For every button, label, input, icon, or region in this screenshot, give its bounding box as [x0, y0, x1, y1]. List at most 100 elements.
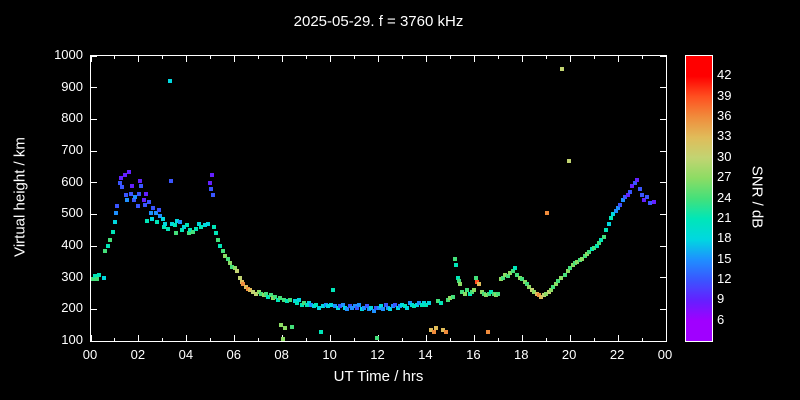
- x-tick-mark: [90, 335, 92, 341]
- data-point: [206, 221, 211, 226]
- data-point: [601, 234, 606, 239]
- y-tick-mark: [660, 245, 666, 247]
- x-tick-label: 12: [370, 347, 385, 362]
- data-point: [163, 221, 168, 226]
- x-tick-mark: [186, 335, 188, 341]
- data-point: [170, 221, 175, 226]
- data-point: [145, 218, 150, 223]
- data-point: [271, 296, 276, 301]
- y-tick-mark: [660, 87, 666, 89]
- data-point: [160, 217, 165, 222]
- colorbar-tick-label: 18: [717, 230, 732, 246]
- data-point: [510, 269, 515, 274]
- x-minor-tick: [497, 56, 499, 59]
- data-point: [472, 288, 477, 293]
- data-point: [587, 250, 592, 255]
- data-point: [188, 228, 193, 233]
- data-point: [371, 308, 376, 313]
- data-point: [225, 256, 230, 261]
- data-point: [112, 220, 117, 225]
- y-tick-mark: [660, 55, 666, 57]
- x-minor-tick: [306, 56, 308, 59]
- data-point: [245, 286, 250, 291]
- y-tick-mark: [660, 340, 666, 342]
- x-tick-label: 02: [130, 347, 146, 362]
- data-point: [604, 228, 609, 233]
- data-point: [263, 291, 268, 296]
- x-tick-mark: [90, 56, 92, 62]
- x-tick-mark: [186, 56, 188, 62]
- data-point: [553, 282, 558, 286]
- data-point: [457, 282, 462, 286]
- data-point: [537, 293, 542, 298]
- data-point: [151, 206, 156, 210]
- data-point: [527, 285, 532, 290]
- x-tick-mark: [330, 56, 332, 62]
- x-tick-mark: [521, 56, 523, 62]
- colorbar-tick-label: 24: [717, 189, 732, 205]
- data-point: [441, 327, 446, 332]
- data-point: [127, 169, 132, 174]
- data-point: [132, 198, 137, 203]
- data-point: [230, 264, 235, 269]
- data-point: [110, 229, 115, 234]
- x-tick-mark: [425, 56, 427, 62]
- data-point: [556, 278, 561, 283]
- data-point: [278, 296, 283, 301]
- data-point: [501, 275, 506, 280]
- data-point: [287, 297, 292, 302]
- data-point: [474, 280, 479, 285]
- y-tick-mark: [660, 308, 666, 310]
- data-point: [199, 225, 204, 229]
- data-point: [508, 270, 513, 275]
- y-tick-label: 500: [61, 205, 83, 221]
- x-tick-mark: [473, 335, 475, 341]
- data-point: [297, 297, 302, 302]
- data-point: [486, 291, 491, 296]
- data-point: [323, 302, 328, 307]
- data-point: [138, 179, 143, 184]
- data-point: [582, 253, 587, 258]
- data-point: [450, 294, 455, 299]
- data-point: [599, 237, 604, 242]
- data-point: [549, 288, 553, 293]
- data-point: [290, 324, 295, 329]
- data-point: [283, 326, 288, 331]
- data-point: [566, 158, 571, 163]
- data-point: [577, 258, 582, 263]
- colorbar-tick-label: 36: [717, 108, 732, 124]
- data-point: [539, 294, 544, 299]
- data-point: [237, 275, 242, 280]
- data-point: [340, 302, 345, 307]
- data-point: [429, 327, 434, 332]
- y-tick-mark: [660, 277, 666, 279]
- data-point: [364, 304, 369, 309]
- x-minor-tick: [641, 338, 643, 341]
- data-point: [141, 198, 146, 203]
- x-tick-mark: [138, 56, 140, 62]
- data-point: [158, 213, 163, 218]
- data-point: [211, 193, 216, 198]
- x-minor-tick: [162, 56, 164, 59]
- x-minor-tick: [497, 338, 499, 341]
- data-point: [438, 301, 443, 305]
- data-point: [532, 289, 537, 294]
- y-tick-mark: [91, 118, 97, 120]
- data-point: [592, 245, 597, 250]
- data-point: [462, 291, 467, 296]
- y-tick-mark: [91, 213, 97, 215]
- data-point: [227, 261, 232, 266]
- data-point: [541, 293, 546, 298]
- data-point: [295, 301, 300, 305]
- x-minor-tick: [401, 338, 403, 341]
- y-tick-label: 600: [61, 173, 83, 189]
- data-point: [316, 305, 321, 310]
- data-point: [565, 269, 570, 274]
- data-point: [375, 335, 380, 340]
- data-point: [473, 275, 478, 280]
- data-point: [648, 201, 653, 206]
- data-point: [426, 301, 431, 305]
- data-point: [345, 307, 350, 312]
- data-point: [625, 193, 630, 198]
- data-point: [90, 277, 95, 282]
